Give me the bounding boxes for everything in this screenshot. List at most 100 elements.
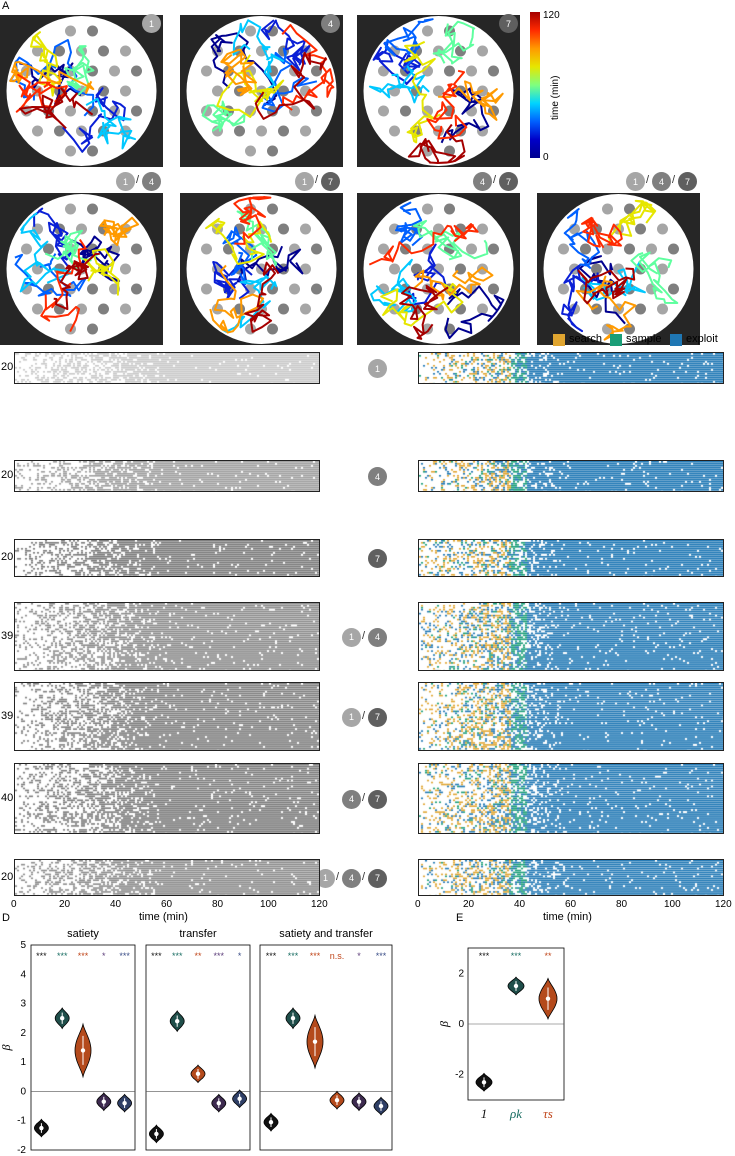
arena-2 <box>180 15 343 167</box>
badge-4: 4 <box>321 14 340 33</box>
trajectory-segment <box>83 248 120 296</box>
violin-median <box>268 1119 274 1125</box>
legend-exploit-swatch <box>670 334 682 346</box>
badge-4: 4 <box>652 172 671 191</box>
legend-exploit-label: exploit <box>686 333 718 345</box>
trajectory-segment <box>438 80 504 121</box>
arena-1 <box>0 15 163 167</box>
raster-1 <box>14 352 320 384</box>
trajectory-segment <box>233 196 272 245</box>
trajectory-segment <box>577 267 636 305</box>
ethogram-3 <box>418 539 724 577</box>
violin-subplot-1: satiety *** 1 *** ρk *** τs * ρh *** ρe <box>30 928 136 1156</box>
violin-median <box>154 1131 159 1137</box>
ethogram-6 <box>418 763 724 834</box>
arena-4 <box>0 193 163 345</box>
trajectory-segment <box>281 24 335 111</box>
violin-median <box>481 1080 487 1085</box>
raster-3 <box>14 539 320 577</box>
significance-label: *** <box>78 951 89 961</box>
significance-label: ** <box>194 951 202 961</box>
time-tick: 100 <box>664 899 681 910</box>
badge-separator: / <box>672 174 676 186</box>
panel-label-e: E <box>456 912 464 924</box>
badge-1: 1 <box>295 172 314 191</box>
significance-label: * <box>238 951 242 961</box>
time-tick: 120 <box>311 899 328 910</box>
colorbar-label: time (min) <box>550 75 561 120</box>
trajectory-segment <box>368 223 479 266</box>
trajectory-segment <box>608 199 657 244</box>
ethogram-5 <box>418 682 724 751</box>
ethogram-2 <box>418 460 724 492</box>
trajectory-segment <box>222 273 278 333</box>
significance-label: *** <box>36 951 47 961</box>
trajectory-segment <box>380 282 464 327</box>
coefficient-label: τt <box>194 1154 203 1156</box>
raster-2 <box>14 460 320 492</box>
trajectory-segment <box>444 285 505 340</box>
badge-4: 4 <box>342 789 361 809</box>
coefficient-label: τs <box>310 1154 320 1156</box>
significance-label: * <box>102 951 106 961</box>
violin-median <box>290 1016 296 1021</box>
coefficient-label: τs <box>78 1154 88 1156</box>
beta-tick-d: 1 <box>20 1057 26 1068</box>
trajectory-segment <box>581 216 623 249</box>
beta-tick-e: 0 <box>458 1019 464 1030</box>
time-tick: 60 <box>565 899 577 910</box>
trajectory-segment <box>412 266 494 301</box>
trajectory-segment <box>630 251 679 304</box>
badge-7: 7 <box>499 172 518 191</box>
trajectory-segment <box>412 219 489 261</box>
beta-tick-d: 0 <box>20 1086 26 1097</box>
trajectory-segment <box>30 31 63 97</box>
time-tick: 40 <box>110 899 122 910</box>
coefficient-label: 1 <box>268 1154 275 1156</box>
badge-7: 7 <box>678 172 697 191</box>
significance-label: *** <box>214 951 225 961</box>
panel-label-a: A <box>2 0 10 12</box>
violin-median <box>101 1099 107 1104</box>
coefficient-label: 1 <box>38 1154 45 1156</box>
trajectory-segment <box>210 32 278 107</box>
arena-trajectories <box>0 15 700 345</box>
trajectory-segment <box>212 261 253 301</box>
trajectory-segment <box>254 51 327 120</box>
colorbar-max: 120 <box>543 10 560 21</box>
violin-median <box>237 1096 242 1101</box>
trajectory-segment <box>403 40 441 144</box>
coefficient-label: ρh <box>96 1154 110 1156</box>
significance-label: * <box>357 951 361 961</box>
badge-7: 7 <box>321 172 340 191</box>
badge-1: 1 <box>116 172 135 191</box>
subplot-title: transfer <box>179 928 217 940</box>
badge-1: 1 <box>342 707 361 727</box>
trajectory-segment <box>53 252 100 311</box>
significance-label: ** <box>544 951 552 961</box>
violin-median <box>378 1103 384 1109</box>
trajectory-segment <box>64 45 95 96</box>
colorbar <box>530 12 540 158</box>
coefficient-label: ρe <box>374 1154 387 1156</box>
beta-tick-d: 4 <box>20 969 26 980</box>
trajectory-segment <box>399 284 449 340</box>
badge-7: 7 <box>368 868 387 888</box>
badge-4: 4 <box>342 868 361 888</box>
trajectory-segment <box>220 48 257 96</box>
badge-separator: / <box>493 174 497 186</box>
trajectory-segment <box>222 226 258 286</box>
beta-tick-d: -1 <box>17 1116 26 1127</box>
arena-6 <box>357 193 520 345</box>
coefficient-label: 1 <box>481 1106 488 1121</box>
violin-median <box>122 1100 127 1106</box>
trajectory-segment <box>201 100 246 132</box>
trajectory-segment <box>19 212 73 293</box>
significance-label: *** <box>479 951 490 961</box>
time-axis-label-c: time (min) <box>543 911 592 923</box>
raster-count-label: 20 <box>1 469 14 481</box>
arena-7 <box>537 193 700 345</box>
trajectory-segment <box>244 261 280 333</box>
violin-median <box>195 1071 201 1077</box>
violin-subplot-e: 2 0 -2 β *** 1 *** ρk ** τs <box>437 947 565 1121</box>
